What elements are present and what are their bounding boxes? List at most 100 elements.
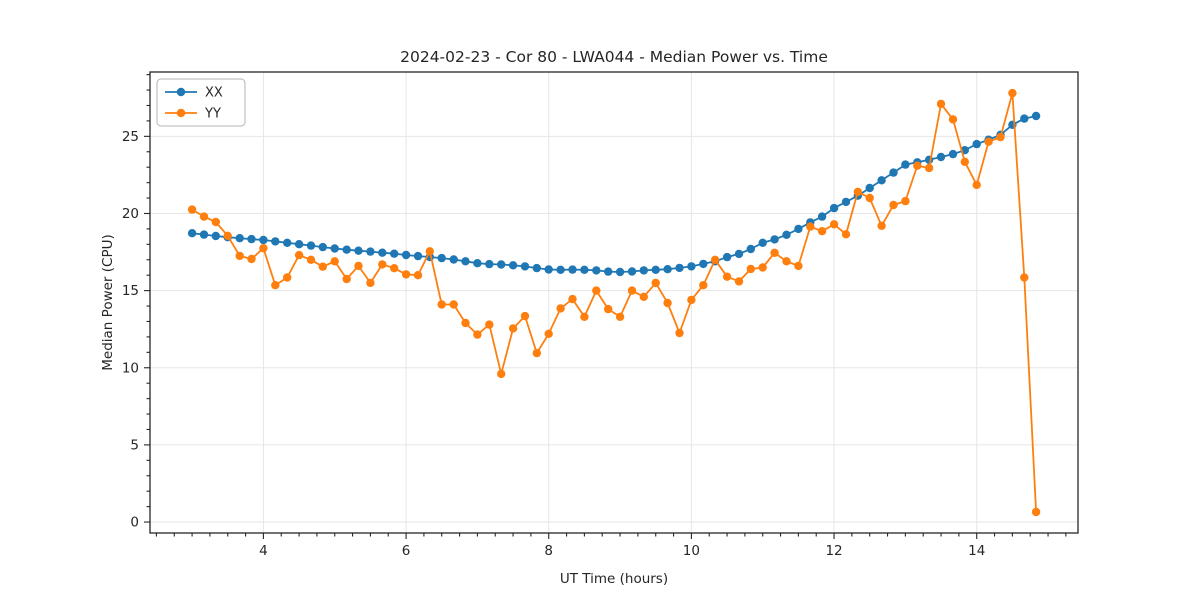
- series-XX-marker: [592, 266, 601, 275]
- series-YY: [187, 88, 1041, 517]
- y-tick-label: 25: [122, 129, 139, 145]
- series-YY-marker: [366, 278, 375, 288]
- series-YY-marker: [770, 248, 779, 257]
- series-YY-marker: [378, 260, 387, 269]
- series-YY-marker: [592, 286, 601, 295]
- series-XX-marker: [1031, 111, 1041, 121]
- series-XX-marker: [889, 168, 898, 177]
- series-XX-marker: [817, 212, 827, 221]
- series-YY-marker: [746, 264, 755, 274]
- series-YY-marker: [580, 312, 589, 321]
- series-XX-marker: [461, 257, 470, 266]
- series-YY-marker: [710, 255, 720, 264]
- series-XX-marker: [580, 265, 589, 274]
- series-YY-marker: [473, 330, 482, 339]
- series-XX-marker: [651, 265, 660, 274]
- series-XX-marker: [473, 259, 482, 268]
- series-XX-marker: [187, 229, 197, 238]
- series-YY-marker: [829, 220, 839, 229]
- series-YY-marker: [806, 222, 815, 231]
- series-YY-marker: [1008, 88, 1017, 98]
- series-XX-marker: [722, 252, 732, 262]
- legend-marker-sample: [176, 108, 186, 118]
- series-YY-marker: [639, 292, 648, 301]
- series-XX-marker: [675, 263, 684, 273]
- series-XX-marker: [520, 262, 530, 271]
- series-YY-marker: [734, 277, 744, 286]
- series-YY-marker: [972, 180, 981, 190]
- series-XX-marker: [627, 267, 637, 276]
- series-XX-marker: [271, 237, 280, 246]
- series-XX-marker: [413, 251, 423, 261]
- x-axis-label: UT Time (hours): [560, 571, 668, 587]
- series-YY-marker: [425, 247, 434, 256]
- series-YY-marker: [817, 227, 827, 236]
- series-XX-marker: [1020, 114, 1029, 123]
- series-XX-marker: [211, 231, 220, 241]
- series-XX-marker: [829, 203, 839, 213]
- series-YY-marker: [568, 294, 577, 304]
- series-XX-marker: [746, 244, 755, 254]
- series-YY-marker: [318, 262, 327, 271]
- series-YY-marker: [865, 193, 874, 203]
- series-XX-marker: [758, 238, 767, 247]
- x-tick-label: 12: [825, 543, 842, 559]
- legend-label: XX: [205, 86, 223, 101]
- series-XX-marker: [615, 267, 625, 277]
- series-YY-marker: [663, 298, 672, 308]
- series-XX-marker: [318, 242, 327, 252]
- series-YY-marker: [604, 304, 613, 314]
- series-YY-marker: [330, 257, 339, 266]
- series-XX-marker: [437, 253, 446, 263]
- series-XX-marker: [972, 139, 981, 149]
- series-YY-marker: [853, 187, 862, 197]
- series-YY-marker: [901, 196, 910, 206]
- series-YY-marker: [544, 329, 553, 338]
- series-YY-marker: [401, 270, 411, 279]
- series-XX-marker: [390, 249, 399, 258]
- series-YY-marker: [520, 311, 530, 321]
- series-YY-marker: [651, 278, 660, 288]
- series-XX-marker: [734, 249, 744, 259]
- series-YY-marker: [936, 99, 946, 109]
- series-XX-marker: [604, 267, 613, 276]
- series-XX-marker: [485, 259, 494, 269]
- series-XX-marker: [354, 246, 363, 255]
- series-XX-marker: [936, 152, 946, 162]
- series-YY-marker: [235, 251, 244, 261]
- series-YY-marker: [960, 157, 969, 166]
- y-tick-label: 10: [122, 360, 139, 376]
- plot-area: [150, 72, 1078, 533]
- series-YY-marker: [306, 255, 316, 264]
- series-YY-marker: [782, 257, 791, 266]
- series-XX: [187, 111, 1041, 277]
- x-tick-label: 10: [683, 543, 700, 559]
- series-YY-marker: [461, 318, 470, 328]
- series-YY-marker: [889, 200, 898, 210]
- series-XX-marker: [687, 262, 696, 271]
- x-tick-label: 6: [402, 543, 411, 559]
- series-XX-marker: [508, 261, 518, 270]
- series-YY-marker: [187, 205, 197, 214]
- series-XX-marker: [841, 197, 851, 207]
- x-tick-label: 14: [968, 543, 985, 559]
- series-XX-marker: [532, 263, 541, 273]
- series-XX-marker: [770, 235, 779, 244]
- series-XX-marker: [235, 234, 244, 243]
- series-YY-marker: [223, 231, 232, 240]
- series-XX-marker: [639, 266, 648, 275]
- series-YY-marker: [948, 115, 958, 124]
- series-YY-marker: [687, 295, 696, 305]
- series-YY-marker: [699, 281, 708, 290]
- series-YY-marker: [211, 217, 220, 227]
- series-YY-marker: [722, 272, 732, 281]
- series-XX-marker: [366, 247, 375, 256]
- series-YY-marker: [390, 264, 399, 273]
- series-XX-marker: [401, 250, 411, 260]
- y-tick-label: 0: [130, 515, 139, 531]
- series-XX-marker: [699, 259, 708, 269]
- series-XX-marker: [556, 265, 565, 274]
- series-YY-marker: [508, 324, 518, 333]
- series-XX-marker: [568, 265, 577, 274]
